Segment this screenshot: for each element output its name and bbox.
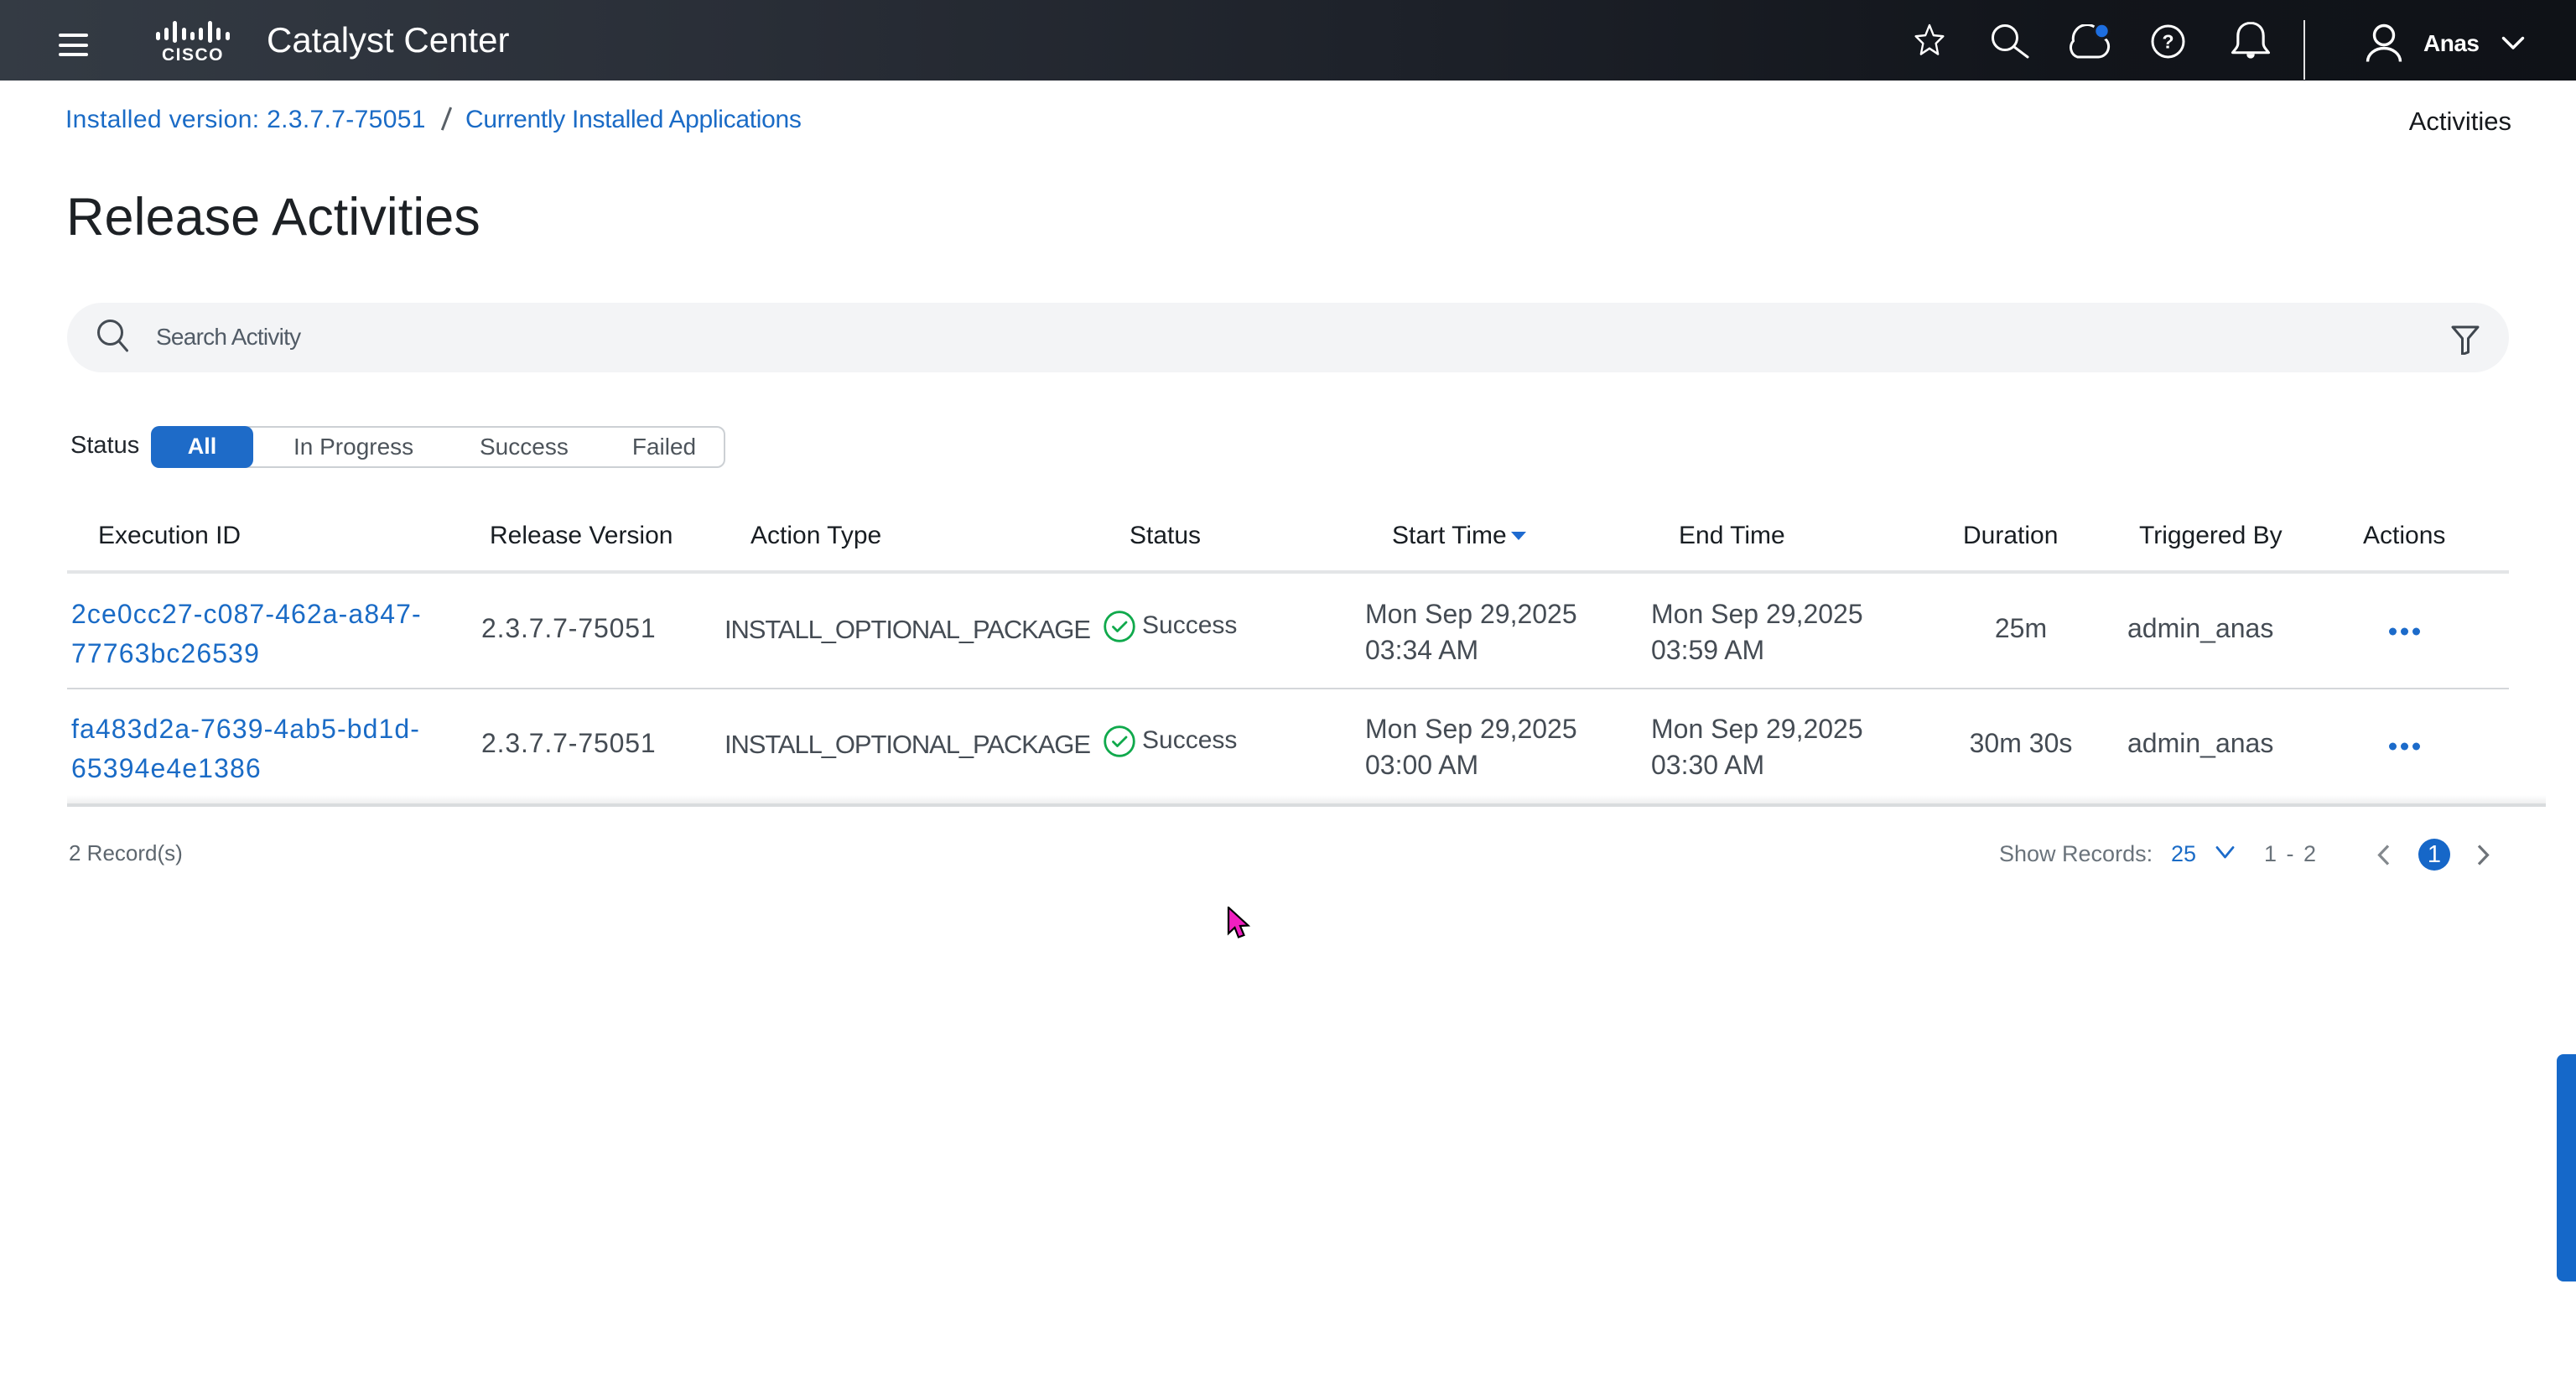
svg-text:CISCO: CISCO bbox=[162, 45, 224, 64]
svg-text:?: ? bbox=[2162, 31, 2174, 53]
